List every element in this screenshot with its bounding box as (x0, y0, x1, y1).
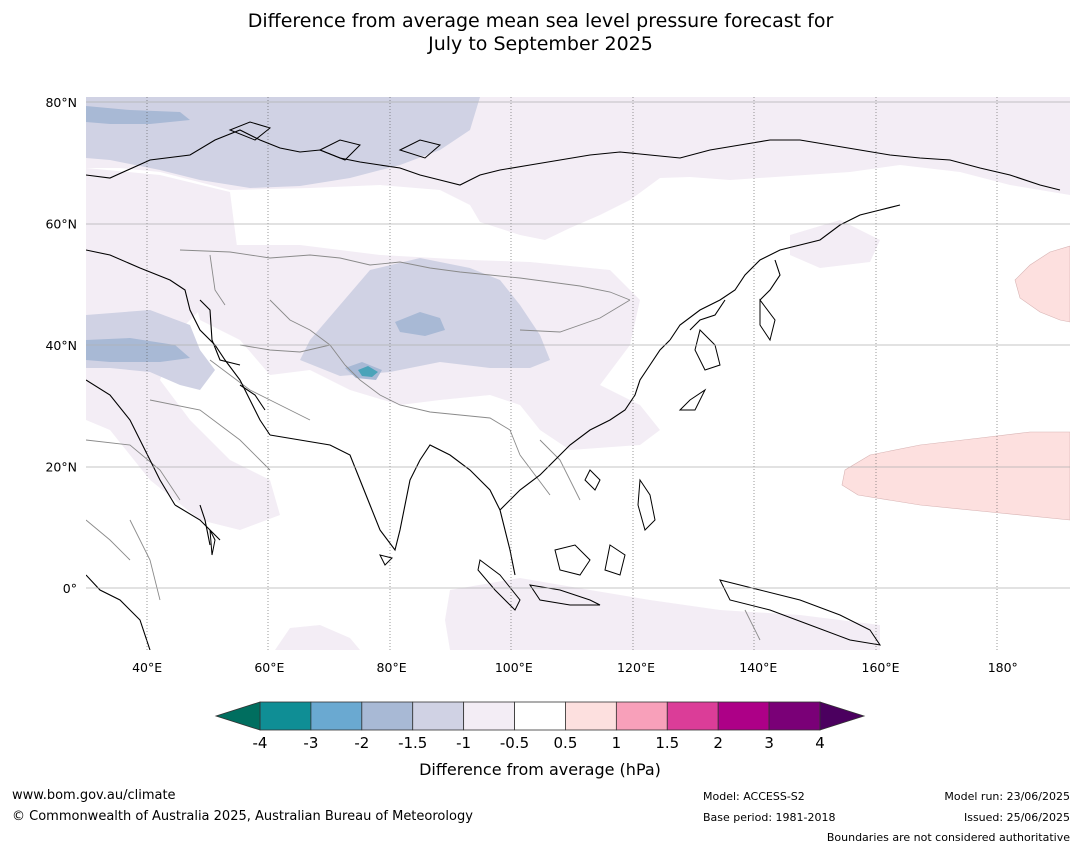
colorbar-swatch (565, 701, 617, 731)
latitude-label: 20°N (45, 460, 77, 475)
colorbar-high-extend (819, 701, 866, 731)
latitude-labels: 80°N 60°N 40°N 20°N 0° (45, 95, 77, 596)
footer-issued: Issued: 25/06/2025 (963, 811, 1070, 824)
anomaly-shading-weak-positive (841, 245, 1070, 521)
colorbar-tick-label: -1.5 (398, 734, 427, 752)
colorbar-swatch (615, 701, 668, 731)
title-line-1: Difference from average mean sea level p… (247, 10, 834, 32)
latitude-label: 80°N (45, 95, 77, 110)
colorbar: -4 -3 -2 -1.5 -1 -0.5 0.5 1 1.5 2 3 4 Difference fr… (214, 701, 866, 779)
footer-base-period: Base period: 1981-2018 (703, 811, 836, 824)
colorbar-tick-labels: -4 -3 -2 -1.5 -1 -0.5 0.5 1 1.5 2 3 4 (253, 734, 825, 752)
longitude-label: 120°E (617, 660, 655, 675)
coastlines (86, 129, 1061, 650)
colorbar-tick-label: 4 (815, 734, 825, 752)
colorbar-swatch (666, 701, 719, 731)
title-line-2: July to September 2025 (428, 33, 653, 55)
latitude-label: 0° (63, 581, 77, 596)
colorbar-tick-label: 3 (764, 734, 774, 752)
colorbar-tick-label: -0.5 (500, 734, 529, 752)
colorbar-tick-label: 1 (612, 734, 622, 752)
longitude-labels: 40°E 60°E 80°E 100°E 120°E 140°E 160°E 180° (132, 660, 1018, 675)
graticule (146, 97, 998, 650)
colorbar-tick-label: 1.5 (655, 734, 679, 752)
country-boundaries (86, 249, 761, 641)
colorbar-tick-label: 2 (713, 734, 723, 752)
footer-model: Model: ACCESS-S2 (703, 790, 805, 803)
colorbar-swatch (514, 701, 566, 731)
colorbar-tick-label: -1 (456, 734, 471, 752)
colorbar-swatch (717, 701, 770, 731)
longitude-label: 60°E (254, 660, 284, 675)
longitude-label: 160°E (862, 660, 900, 675)
footer-copyright: © Commonwealth of Australia 2025, Austra… (12, 809, 473, 824)
colorbar-swatch (463, 701, 515, 731)
islands (209, 121, 882, 646)
colorbar-tick-label: -2 (354, 734, 369, 752)
latitude-lines (86, 101, 1070, 589)
colorbar-tick-label: -3 (303, 734, 318, 752)
longitude-label: 100°E (495, 660, 533, 675)
colorbar-low-extend (214, 701, 261, 731)
colorbar-title: Difference from average (hPa) (419, 760, 661, 779)
colorbar-swatch (768, 701, 821, 731)
longitude-label: 40°E (132, 660, 162, 675)
colorbar-swatch (361, 701, 414, 731)
map-area (86, 97, 1070, 650)
footer-disclaimer: Boundaries are not considered authoritat… (826, 831, 1070, 844)
colorbar-tick-label: 0.5 (554, 734, 578, 752)
map-title: Difference from average mean sea level p… (0, 10, 1081, 56)
colorbar-swatches (259, 701, 821, 731)
colorbar-swatch (412, 701, 465, 731)
footer-website: www.bom.gov.au/climate (12, 788, 176, 803)
colorbar-swatch (310, 701, 363, 731)
latitude-label: 40°N (45, 338, 77, 353)
longitude-label: 180° (988, 660, 1018, 675)
footer-model-run: Model run: 23/06/2025 (944, 790, 1070, 803)
latitude-label: 60°N (45, 217, 77, 232)
anomaly-shading-very-strong-negative (358, 366, 378, 377)
colorbar-swatch (259, 701, 312, 731)
longitude-label: 140°E (739, 660, 777, 675)
longitude-label: 80°E (377, 660, 407, 675)
colorbar-tick-label: -4 (253, 734, 268, 752)
